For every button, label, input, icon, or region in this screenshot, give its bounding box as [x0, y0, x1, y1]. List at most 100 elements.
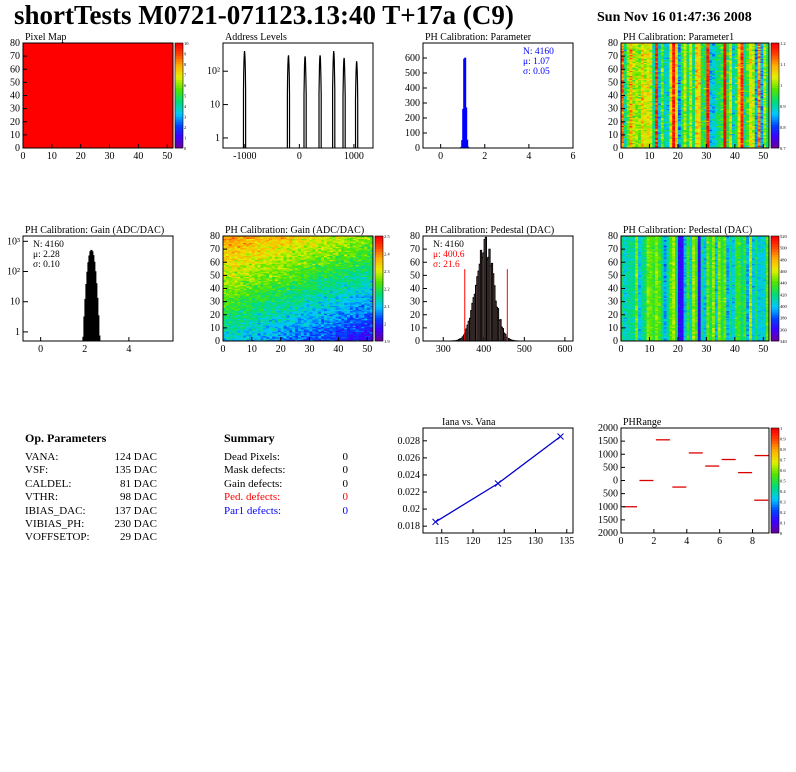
- color-bar-label: 2.3: [384, 269, 390, 274]
- stats-label: N: 4160: [433, 240, 464, 250]
- x-tick-label: 600: [557, 344, 572, 355]
- x-tick-label: 50: [758, 344, 768, 355]
- y-tick-label: 20: [210, 310, 220, 321]
- y-tick-label: 80: [608, 231, 618, 242]
- y-tick-label: 300: [405, 98, 420, 109]
- x-tick-label: 30: [701, 151, 711, 162]
- x-tick-label: 10: [47, 151, 57, 162]
- y-tick-label: 500: [405, 68, 420, 79]
- histogram-peak: [303, 56, 307, 149]
- summary-row: Mask defects: 0: [224, 464, 354, 477]
- data-point: [494, 480, 502, 487]
- color-bar-label: 0: [780, 531, 783, 536]
- y-tick-label: 0: [215, 336, 220, 347]
- summary-label: Ped. defects:: [224, 491, 281, 504]
- x-tick-label: 0: [619, 344, 624, 355]
- color-bar-label: 420: [780, 292, 788, 297]
- x-tick-label: 20: [276, 344, 286, 355]
- y-tick-label: 0.018: [398, 521, 421, 532]
- op-parameter-label: VOFFSETOP:: [25, 531, 90, 544]
- op-parameter-row: VOFFSETOP: 29 DAC: [25, 531, 165, 544]
- summary-row: Ped. defects: 0: [224, 491, 354, 504]
- y-tick-label: 70: [608, 244, 618, 255]
- color-bar: 0 1 2 3 4 5 6 7 8 9 10: [174, 41, 189, 151]
- y-tick-label: 500: [603, 462, 618, 473]
- color-bar-label: 0.9: [780, 104, 786, 109]
- y-tick-label: 70: [410, 244, 420, 255]
- y-tick-label: 10: [608, 323, 618, 334]
- iana-vs-vana-chart: Iana vs. Vana 115 120 125 130 135 0.018 0.02 0.0…: [398, 417, 575, 547]
- y-tick-label: 40: [210, 284, 220, 295]
- y-tick-label: 400: [405, 83, 420, 94]
- x-tick-label: 6: [717, 536, 722, 547]
- y-tick-label: 100: [405, 128, 420, 139]
- x-tick-label: 50: [362, 344, 372, 355]
- color-bar-label: 0.7: [780, 458, 786, 463]
- y-tick-label: 10²: [207, 66, 220, 77]
- ph-cal-pedestal-map-chart: PH Calibration: Pedestal (DAC)0 10 20 30 40 5…: [608, 225, 788, 355]
- x-tick-label: 0: [438, 151, 443, 162]
- plot-frame: [222, 42, 374, 149]
- op-parameter-label: VSF:: [25, 464, 49, 477]
- x-tick-label: 2: [651, 536, 656, 547]
- x-tick-label: 400: [476, 344, 491, 355]
- x-tick-label: 10: [644, 151, 654, 162]
- x-tick-label: 500: [517, 344, 532, 355]
- page-title: shortTests M0721-071123.13:40 T+17a (C9): [14, 0, 514, 30]
- color-bar-label: 0.2: [780, 510, 786, 515]
- y-tick-label: 0.028: [398, 436, 421, 447]
- color-bar-label: 6: [184, 83, 187, 88]
- x-tick-label: 40: [730, 151, 740, 162]
- summary-value: 0: [342, 477, 349, 490]
- x-tick-label: 120: [466, 536, 481, 547]
- summary-list: Dead Pixels: 0 Mask defects: 0 Gain defects:…: [224, 451, 354, 518]
- summary-title: Summary: [224, 431, 275, 445]
- x-tick-label: 20: [673, 151, 683, 162]
- axes: 0 2 4 1 10 10² 10³: [7, 236, 131, 355]
- x-tick-label: 4: [526, 151, 531, 162]
- y-tick-label: 0: [415, 336, 420, 347]
- op-parameter-label: VIBIAS_PH:: [25, 517, 85, 530]
- x-tick-label: 6: [571, 151, 576, 162]
- y-tick-label: 1000: [598, 502, 618, 513]
- histogram-peak: [242, 51, 247, 149]
- color-bar-label: 2.1: [384, 304, 390, 309]
- y-tick-label: 20: [410, 310, 420, 321]
- color-bar-label: 380: [780, 316, 788, 321]
- plot-frame: [422, 42, 574, 149]
- y-tick-label: 2000: [598, 528, 618, 539]
- color-bar-label: 0.5: [780, 479, 786, 484]
- y-tick-label: 30: [210, 297, 220, 308]
- color-bar-label: 0.9: [780, 437, 786, 442]
- color-bar-label: 10: [184, 41, 189, 46]
- y-tick-label: 50: [410, 270, 420, 281]
- x-tick-label: 125: [497, 536, 512, 547]
- color-bar-label: 1.9: [384, 339, 390, 344]
- histogram-line: [440, 236, 530, 342]
- y-tick-label: 40: [608, 91, 618, 102]
- heatmap-cells: [23, 43, 173, 148]
- chart-title: PH Calibration: Parameter1: [623, 32, 734, 43]
- color-bar-label: 9: [184, 52, 187, 57]
- y-tick-label: 0: [613, 143, 618, 154]
- heatmap-cells: [621, 43, 770, 149]
- y-tick-label: 0: [613, 336, 618, 347]
- color-bar: 1.9 2 2.1 2.2 2.3 2.4 2.5: [374, 234, 390, 344]
- y-tick-label: 1: [215, 133, 220, 144]
- y-tick-label: 60: [608, 257, 618, 268]
- y-tick-label: 70: [10, 51, 20, 62]
- y-tick-label: 1000: [598, 449, 618, 460]
- op-parameter-label: CALDEL:: [25, 477, 72, 490]
- color-bar-label: 0.6: [780, 468, 786, 473]
- y-tick-label: 50: [210, 270, 220, 281]
- stats-label: σ: 0.05: [523, 67, 550, 77]
- heatmap-cells: [223, 236, 374, 342]
- color-bar-label: 1.2: [780, 41, 786, 46]
- y-tick-label: 50: [10, 77, 20, 88]
- op-parameter-value: 98 DAC: [120, 491, 157, 504]
- y-tick-label: 500: [603, 489, 618, 500]
